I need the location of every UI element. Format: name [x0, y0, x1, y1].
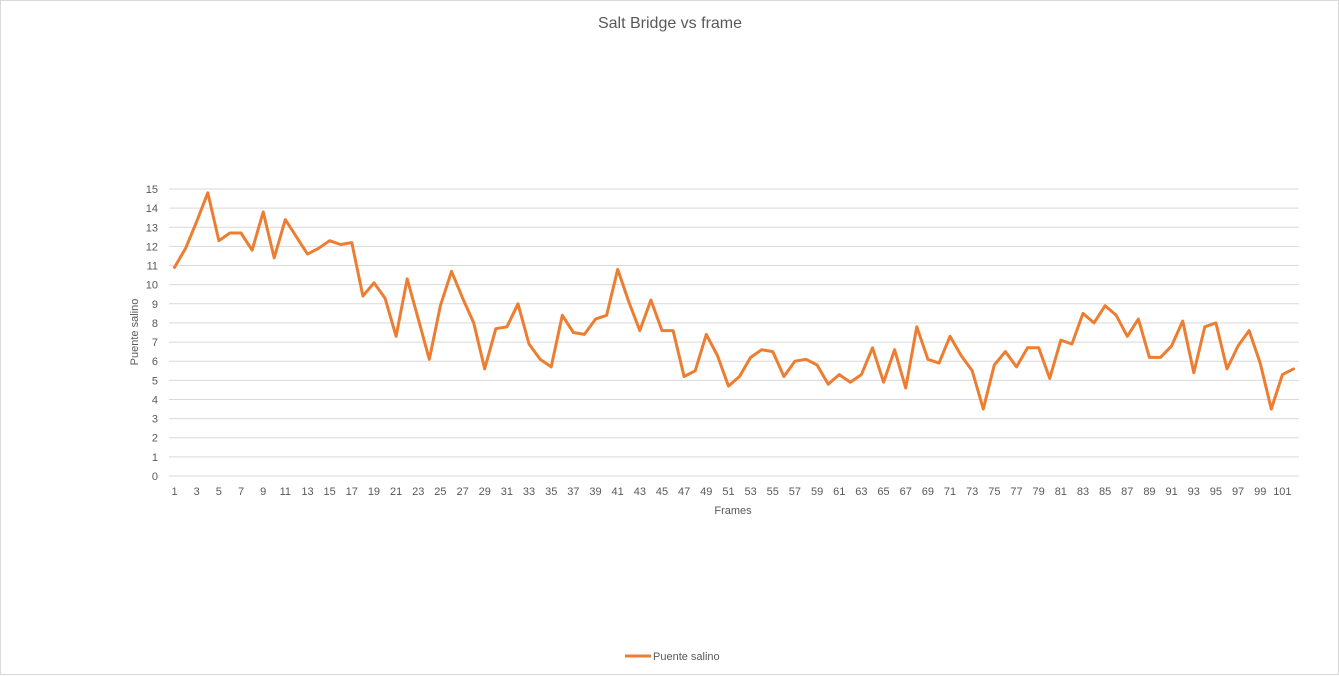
x-tick-label: 61 [833, 486, 845, 498]
x-axis-title: Frames [714, 505, 752, 517]
x-tick-label: 91 [1165, 486, 1177, 498]
y-tick-label: 15 [146, 184, 158, 196]
y-tick-label: 12 [146, 241, 158, 253]
x-tick-label: 9 [260, 486, 266, 498]
y-tick-label: 13 [146, 222, 158, 234]
x-tick-label: 99 [1254, 486, 1266, 498]
y-tick-label: 2 [152, 433, 158, 445]
x-tick-label: 101 [1273, 486, 1291, 498]
x-tick-label: 57 [789, 486, 801, 498]
x-tick-label: 15 [324, 486, 336, 498]
x-tick-label: 79 [1033, 486, 1045, 498]
legend-label: Puente salino [653, 651, 720, 663]
y-axis-title: Puente salino [129, 299, 141, 366]
x-tick-label: 71 [944, 486, 956, 498]
y-tick-label: 9 [152, 299, 158, 311]
x-tick-label: 33 [523, 486, 535, 498]
x-tick-label: 85 [1099, 486, 1111, 498]
x-tick-label: 1 [171, 486, 177, 498]
series-line-puente-salino [173, 191, 1295, 411]
x-tick-label: 27 [456, 486, 468, 498]
x-tick-label: 47 [678, 486, 690, 498]
x-tick-label: 81 [1055, 486, 1067, 498]
y-tick-label: 0 [152, 471, 158, 483]
y-tick-label: 14 [146, 203, 158, 215]
x-tick-label: 83 [1077, 486, 1089, 498]
y-tick-label: 4 [152, 394, 158, 406]
x-tick-label: 55 [767, 486, 779, 498]
x-axis-ticks: 1 3 5 7 9 11 13 15 17 19 21 23 25 27 29 31 33 35 37 39 41 43 4… [171, 486, 1291, 498]
x-tick-label: 73 [966, 486, 978, 498]
chart-title: Salt Bridge vs frame [598, 15, 742, 32]
y-tick-label: 7 [152, 337, 158, 349]
y-tick-label: 6 [152, 356, 158, 368]
y-tick-label: 1 [152, 452, 158, 464]
x-tick-label: 29 [479, 486, 491, 498]
x-tick-label: 19 [368, 486, 380, 498]
x-tick-label: 77 [1010, 486, 1022, 498]
x-tick-label: 23 [412, 486, 424, 498]
y-tick-label: 11 [147, 261, 158, 273]
x-tick-label: 49 [700, 486, 712, 498]
x-tick-label: 63 [855, 486, 867, 498]
x-tick-label: 37 [567, 486, 579, 498]
x-tick-label: 97 [1232, 486, 1244, 498]
x-tick-label: 89 [1143, 486, 1155, 498]
legend: Puente salino [625, 651, 720, 663]
x-tick-label: 43 [634, 486, 646, 498]
x-tick-label: 45 [656, 486, 668, 498]
x-tick-label: 95 [1210, 486, 1222, 498]
y-tick-label: 10 [146, 280, 158, 292]
x-tick-label: 7 [238, 486, 244, 498]
series-lines [173, 191, 1295, 411]
x-tick-label: 41 [612, 486, 624, 498]
x-tick-label: 5 [216, 486, 222, 498]
x-tick-label: 69 [922, 486, 934, 498]
x-tick-label: 11 [280, 486, 291, 498]
x-tick-label: 39 [589, 486, 601, 498]
x-tick-label: 53 [744, 486, 756, 498]
x-tick-label: 35 [545, 486, 557, 498]
x-tick-label: 67 [900, 486, 912, 498]
x-tick-label: 65 [877, 486, 889, 498]
x-tick-label: 13 [301, 486, 313, 498]
x-tick-label: 31 [501, 486, 513, 498]
x-tick-label: 87 [1121, 486, 1133, 498]
y-tick-label: 8 [152, 318, 158, 330]
y-tick-label: 5 [152, 375, 158, 387]
y-tick-label: 3 [152, 414, 158, 426]
x-tick-label: 75 [988, 486, 1000, 498]
x-tick-label: 17 [346, 486, 358, 498]
x-tick-label: 3 [194, 486, 200, 498]
x-tick-label: 59 [811, 486, 823, 498]
x-tick-label: 25 [434, 486, 446, 498]
x-tick-label: 93 [1188, 486, 1200, 498]
x-tick-label: 21 [390, 486, 402, 498]
x-tick-label: 51 [722, 486, 734, 498]
